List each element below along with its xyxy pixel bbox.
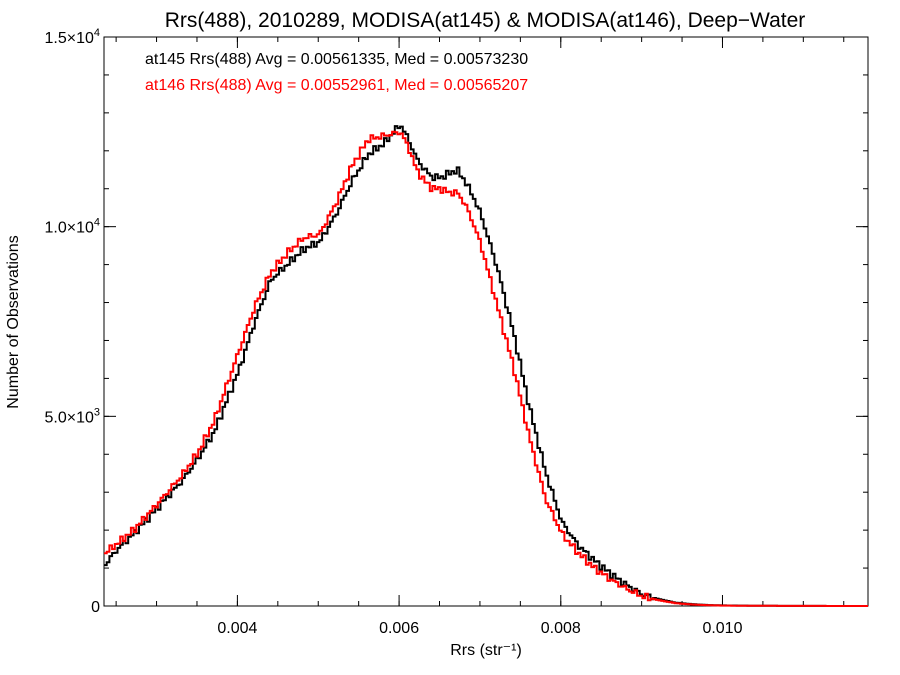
y-tick-mantissa: 0 [91, 599, 100, 616]
y-tick-mantissa: 1.5×10 [44, 30, 93, 47]
x-tick-label: 0.010 [702, 620, 742, 637]
legend-entry-at145: at145 Rrs(488) Avg = 0.00561335, Med = 0… [145, 51, 528, 68]
legend-entry-at146: at146 Rrs(488) Avg = 0.00552961, Med = 0… [145, 77, 528, 94]
legend: at145 Rrs(488) Avg = 0.00561335, Med = 0… [145, 51, 528, 94]
plot-frame [103, 36, 869, 607]
y-tick-exponent: 4 [94, 217, 100, 229]
series-at145-line [104, 125, 868, 607]
plot-area: 0.004 0.006 0.008 0.01005.0×1031.0×1041.5×1… [44, 27, 869, 637]
x-tick-label: 0.008 [541, 620, 581, 637]
chart-title: Rrs(488), 2010289, MODISA(at145) & MODIS… [165, 9, 806, 32]
y-tick-exponent: 3 [94, 406, 100, 418]
axis-ticks: 0.004 0.006 0.008 0.01005.0×1031.0×1041.5×1… [44, 27, 868, 637]
series-at146-line [104, 130, 868, 607]
x-tick-label: 0.004 [217, 620, 257, 637]
y-tick-label: 1.0×104 [44, 217, 100, 237]
x-tick-label: 0.006 [379, 620, 419, 637]
series-layer [104, 125, 868, 607]
y-tick-exponent: 4 [94, 27, 100, 39]
y-axis-label: Number of Observations [5, 235, 22, 408]
x-axis-label: Rrs (str⁻¹) [450, 642, 522, 659]
y-tick-label: 5.0×103 [44, 406, 100, 426]
y-tick-mantissa: 1.0×10 [44, 220, 93, 237]
y-tick-label: 1.5×104 [44, 27, 100, 47]
y-tick-mantissa: 5.0×10 [44, 409, 93, 426]
y-tick-label: 0 [91, 599, 100, 616]
